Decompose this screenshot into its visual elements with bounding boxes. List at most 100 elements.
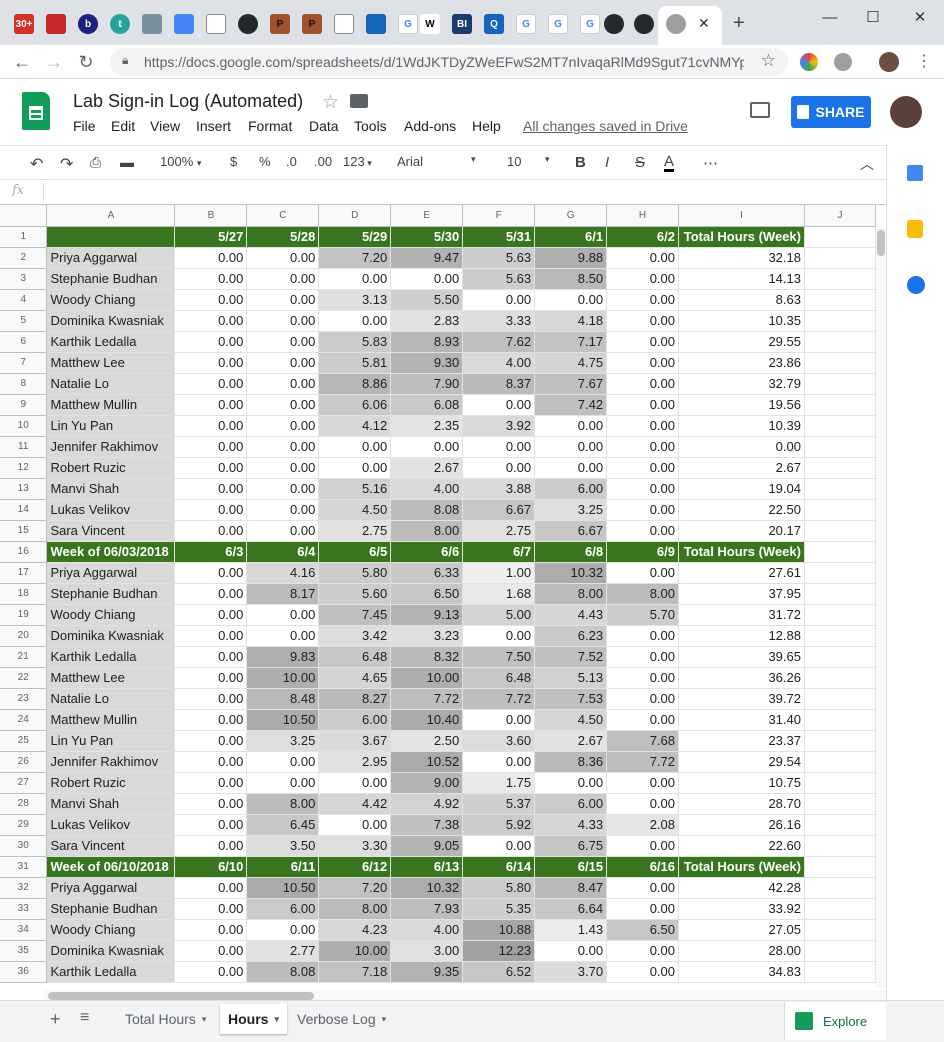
hours-cell[interactable]: 2.77 [246, 940, 320, 962]
hours-cell[interactable]: 8.50 [534, 268, 608, 290]
hours-cell[interactable]: 6.08 [390, 394, 464, 416]
hours-cell[interactable]: 2.75 [318, 520, 392, 542]
hours-cell[interactable]: 0.00 [606, 394, 679, 416]
week-label-cell[interactable]: Week of 06/10/2018 [46, 856, 176, 878]
hours-cell[interactable]: 0.00 [606, 940, 679, 962]
hours-cell[interactable]: 0.00 [606, 289, 679, 311]
hours-cell[interactable]: 4.50 [534, 709, 608, 731]
hours-cell[interactable]: 2.75 [462, 520, 536, 542]
hours-cell[interactable]: 0.00 [174, 835, 248, 857]
hours-cell[interactable]: 9.83 [246, 646, 320, 668]
hours-cell[interactable]: 6.50 [390, 583, 464, 605]
hours-cell[interactable]: 4.33 [534, 814, 608, 836]
empty-cell[interactable] [804, 709, 876, 731]
hours-cell[interactable]: 0.00 [174, 520, 248, 542]
google-tab-icon[interactable]: G [516, 14, 536, 34]
q-tab-icon[interactable]: Q [484, 14, 504, 34]
hours-cell[interactable]: 7.72 [462, 688, 536, 710]
empty-cell[interactable] [804, 394, 876, 416]
hours-cell[interactable]: 10.52 [390, 751, 464, 773]
hours-cell[interactable]: 7.52 [534, 646, 608, 668]
date-header-cell[interactable]: 6/3 [174, 541, 248, 563]
row-number[interactable]: 13 [0, 478, 48, 500]
empty-cell[interactable] [804, 688, 876, 710]
hours-cell[interactable]: 0.00 [606, 877, 679, 899]
name-cell[interactable]: Priya Aggarwal [46, 877, 176, 899]
name-cell[interactable]: Matthew Mullin [46, 709, 176, 731]
name-cell[interactable]: Sara Vincent [46, 520, 176, 542]
page-tab-icon[interactable] [206, 14, 226, 34]
hours-cell[interactable]: 1.75 [462, 772, 536, 794]
hours-cell[interactable]: 5.92 [462, 814, 536, 836]
row-number[interactable]: 36 [0, 961, 48, 983]
hours-cell[interactable]: 8.00 [606, 583, 679, 605]
hours-cell[interactable]: 5.70 [606, 604, 679, 626]
hours-cell[interactable]: 0.00 [606, 373, 679, 395]
total-hours-cell[interactable]: 28.00 [678, 940, 805, 962]
total-hours-cell[interactable]: 28.70 [678, 793, 805, 815]
total-hours-cell[interactable]: 32.79 [678, 373, 805, 395]
hours-cell[interactable]: 0.00 [174, 583, 248, 605]
hours-cell[interactable]: 3.23 [390, 625, 464, 647]
more-formats-button[interactable]: 123 ▾ [343, 154, 372, 169]
hours-cell[interactable]: 10.32 [534, 562, 608, 584]
hours-cell[interactable]: 0.00 [174, 877, 248, 899]
hours-cell[interactable]: 4.43 [534, 604, 608, 626]
total-hours-cell[interactable]: 27.05 [678, 919, 805, 941]
hours-cell[interactable]: 7.67 [534, 373, 608, 395]
total-hours-cell[interactable]: 31.72 [678, 604, 805, 626]
row-number[interactable]: 32 [0, 877, 48, 899]
name-cell[interactable]: Lin Yu Pan [46, 415, 176, 437]
hours-cell[interactable]: 2.83 [390, 310, 464, 332]
row-number[interactable]: 7 [0, 352, 48, 374]
hours-cell[interactable]: 7.42 [534, 394, 608, 416]
empty-cell[interactable] [804, 856, 876, 878]
hours-cell[interactable]: 0.00 [174, 310, 248, 332]
hours-cell[interactable]: 0.00 [606, 457, 679, 479]
t-tab-icon[interactable]: t [110, 14, 130, 34]
text-color-button[interactable]: A [664, 153, 675, 172]
all-sheets-icon[interactable]: ≡ [80, 1009, 90, 1026]
row-number[interactable]: 9 [0, 394, 48, 416]
forward-icon[interactable]: → [45, 51, 63, 72]
font-size-select[interactable]: 10 ▾ [507, 154, 550, 169]
column-header[interactable]: C [246, 205, 320, 227]
date-header-cell[interactable]: 6/2 [606, 226, 679, 248]
date-header-cell[interactable]: 5/30 [390, 226, 464, 248]
name-cell[interactable]: Dominika Kwasniak [46, 625, 176, 647]
name-cell[interactable]: Manvi Shah [46, 793, 176, 815]
empty-cell[interactable] [804, 919, 876, 941]
total-hours-cell[interactable]: 10.75 [678, 772, 805, 794]
date-header-cell[interactable]: 5/31 [462, 226, 536, 248]
menu-view[interactable]: View [150, 118, 181, 134]
print-icon[interactable]: ⎙ [90, 154, 102, 170]
hours-cell[interactable]: 0.00 [462, 457, 536, 479]
total-hours-cell[interactable]: 19.56 [678, 394, 805, 416]
total-hours-cell[interactable]: 12.88 [678, 625, 805, 647]
hours-cell[interactable]: 6.52 [462, 961, 536, 983]
hours-cell[interactable]: 10.00 [390, 667, 464, 689]
hours-cell[interactable]: 6.75 [534, 835, 608, 857]
percent-button[interactable]: % [259, 154, 271, 169]
google-tab-icon[interactable]: G [580, 14, 600, 34]
hours-cell[interactable]: 0.00 [174, 457, 248, 479]
column-header[interactable]: F [462, 205, 536, 227]
hours-cell[interactable]: 5.80 [462, 877, 536, 899]
empty-cell[interactable] [804, 877, 876, 899]
header-cell[interactable]: Total Hours (Week) [678, 856, 805, 878]
row-number[interactable]: 8 [0, 373, 48, 395]
column-header[interactable]: G [534, 205, 608, 227]
empty-cell[interactable] [804, 961, 876, 983]
name-cell[interactable]: Lukas Velikov [46, 814, 176, 836]
row-number[interactable]: 11 [0, 436, 48, 458]
total-hours-cell[interactable]: 39.65 [678, 646, 805, 668]
extension-icon[interactable] [834, 53, 852, 71]
hours-cell[interactable]: 8.86 [318, 373, 392, 395]
currency-button[interactable]: $ [230, 154, 238, 169]
name-cell[interactable]: Natalie Lo [46, 688, 176, 710]
hours-cell[interactable]: 0.00 [462, 835, 536, 857]
name-cell[interactable]: Stephanie Budhan [46, 898, 176, 920]
reload-icon[interactable]: ↻ [78, 51, 94, 72]
row-number[interactable]: 4 [0, 289, 48, 311]
hours-cell[interactable]: 3.13 [318, 289, 392, 311]
